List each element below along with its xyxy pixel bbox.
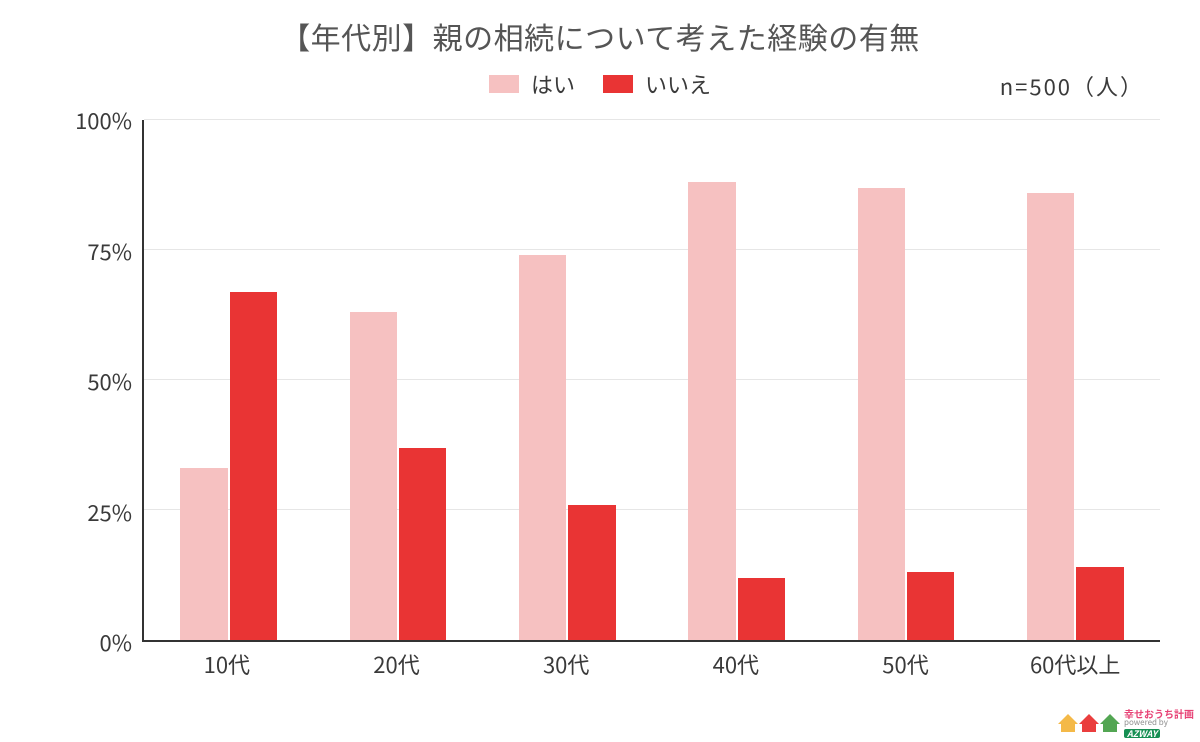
legend-item-no: いいえ (603, 68, 711, 100)
watermark-house-icon (1079, 714, 1099, 732)
y-tick-label: 75% (62, 235, 132, 267)
bar-yes (858, 188, 905, 640)
y-tick-label: 100% (62, 104, 132, 136)
legend-label-no: いいえ (645, 68, 711, 100)
bar-no (738, 578, 785, 640)
watermark-text: 幸せおうち計画 powered by AZWAY (1124, 709, 1194, 738)
plot-area (142, 120, 1160, 642)
bar-no (230, 292, 277, 640)
bar-no (568, 505, 615, 640)
bar-group (821, 120, 990, 640)
legend-item-yes: はい (489, 68, 575, 100)
bar-yes (180, 468, 227, 640)
legend-swatch-no (603, 75, 633, 93)
chart-area: 0%25%50%75%100% 10代20代30代40代50代60代以上 (62, 120, 1160, 682)
bars-container (144, 120, 1160, 640)
legend-label-yes: はい (531, 68, 575, 100)
bar-no (907, 572, 954, 640)
bar-group (144, 120, 313, 640)
sample-size-label: n=500（人） (1000, 70, 1144, 102)
bar-no (399, 448, 446, 640)
legend-swatch-yes (489, 75, 519, 93)
x-tick-label: 50代 (882, 648, 928, 680)
y-tick-label: 25% (62, 496, 132, 528)
x-tick-label: 40代 (713, 648, 759, 680)
x-tick-label: 10代 (204, 648, 250, 680)
x-tick-label: 30代 (543, 648, 589, 680)
bar-group (991, 120, 1160, 640)
watermark-house-icon (1058, 714, 1078, 732)
y-tick-label: 50% (62, 365, 132, 397)
bar-group (652, 120, 821, 640)
watermark-house-icon (1100, 714, 1120, 732)
bar-yes (1027, 193, 1074, 640)
bar-yes (688, 182, 735, 640)
y-tick-label: 0% (62, 626, 132, 658)
chart-title: 【年代別】親の相続について考えた経験の有無 (0, 0, 1200, 58)
watermark: 幸せおうち計画 powered by AZWAY (1058, 709, 1194, 738)
bar-group (313, 120, 482, 640)
x-tick-label: 20代 (373, 648, 419, 680)
bar-yes (350, 312, 397, 640)
bar-yes (519, 255, 566, 640)
bar-no (1076, 567, 1123, 640)
bar-group (483, 120, 652, 640)
x-tick-label: 60代以上 (1030, 648, 1120, 680)
